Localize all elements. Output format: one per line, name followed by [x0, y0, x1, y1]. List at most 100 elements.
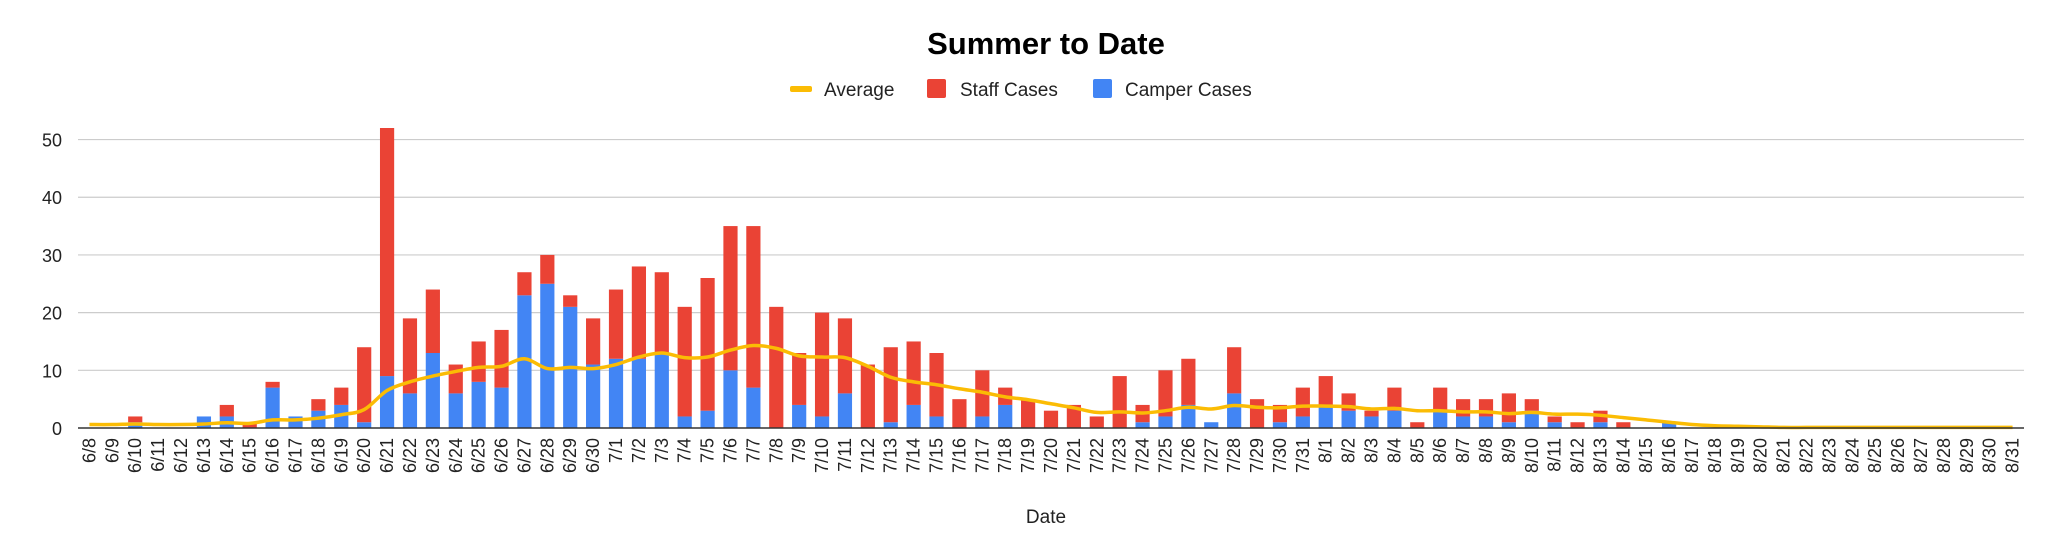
- bar-staff-7-19[interactable]: [1021, 399, 1036, 428]
- bar-camper-6-17[interactable]: [288, 416, 303, 428]
- bar-staff-7-25[interactable]: [1158, 370, 1173, 417]
- bar-camper-7-31[interactable]: [1295, 416, 1310, 428]
- bar-camper-8-16[interactable]: [1662, 422, 1677, 428]
- bar-camper-7-4[interactable]: [677, 416, 692, 428]
- bar-staff-6-16[interactable]: [265, 381, 280, 388]
- bar-staff-8-14[interactable]: [1616, 422, 1631, 428]
- bar-staff-6-19[interactable]: [334, 387, 349, 405]
- bar-camper-7-28[interactable]: [1227, 393, 1242, 428]
- bar-camper-6-21[interactable]: [379, 376, 395, 428]
- bar-staff-7-4[interactable]: [677, 306, 692, 417]
- bar-camper-7-30[interactable]: [1272, 422, 1288, 428]
- bar-camper-7-25[interactable]: [1158, 416, 1173, 428]
- bar-camper-8-3[interactable]: [1364, 416, 1379, 428]
- bar-camper-8-9[interactable]: [1501, 422, 1516, 428]
- bar-camper-7-27[interactable]: [1204, 422, 1219, 428]
- bar-staff-6-20[interactable]: [357, 347, 372, 423]
- bar-staff-6-23[interactable]: [425, 289, 440, 353]
- bar-camper-8-4[interactable]: [1387, 410, 1402, 428]
- bar-camper-8-11[interactable]: [1547, 422, 1562, 428]
- bar-staff-7-22[interactable]: [1089, 416, 1104, 428]
- bar-camper-8-13[interactable]: [1593, 422, 1608, 428]
- bar-staff-7-6[interactable]: [723, 226, 738, 371]
- bar-camper-7-1[interactable]: [608, 358, 624, 428]
- bar-camper-7-10[interactable]: [814, 416, 830, 428]
- bar-staff-7-16[interactable]: [952, 399, 967, 428]
- bar-staff-8-3[interactable]: [1364, 410, 1379, 417]
- bar-camper-6-24[interactable]: [448, 393, 463, 428]
- bar-camper-6-26[interactable]: [494, 387, 509, 428]
- bar-staff-7-23[interactable]: [1112, 376, 1127, 428]
- legend-item-staff-cases[interactable]: Staff Cases: [927, 79, 1058, 101]
- bar-camper-8-8[interactable]: [1478, 416, 1494, 428]
- bar-camper-8-1[interactable]: [1318, 404, 1333, 428]
- bar-camper-7-3[interactable]: [654, 353, 669, 428]
- bar-staff-7-20[interactable]: [1043, 410, 1059, 428]
- bar-staff-8-9[interactable]: [1501, 393, 1516, 423]
- bar-staff-8-5[interactable]: [1410, 422, 1425, 428]
- bar-camper-6-25[interactable]: [471, 381, 486, 428]
- bar-camper-6-20[interactable]: [357, 422, 372, 428]
- bar-camper-7-7[interactable]: [746, 387, 761, 428]
- bar-staff-8-11[interactable]: [1547, 416, 1562, 423]
- bar-staff-7-9[interactable]: [792, 353, 807, 405]
- bar-staff-7-26[interactable]: [1181, 358, 1196, 405]
- bar-staff-7-8[interactable]: [769, 306, 784, 428]
- bar-staff-6-10[interactable]: [128, 416, 143, 423]
- bar-staff-6-22[interactable]: [402, 318, 418, 394]
- bar-camper-8-7[interactable]: [1455, 416, 1471, 428]
- bar-camper-7-6[interactable]: [723, 370, 738, 428]
- bar-staff-7-29[interactable]: [1249, 399, 1265, 428]
- bar-staff-6-28[interactable]: [540, 254, 555, 284]
- bar-camper-7-24[interactable]: [1135, 422, 1150, 428]
- bar-staff-7-12[interactable]: [860, 364, 875, 428]
- bar-camper-7-2[interactable]: [631, 358, 647, 428]
- bar-staff-6-30[interactable]: [586, 318, 601, 365]
- bar-staff-7-21[interactable]: [1066, 404, 1081, 428]
- bar-staff-7-28[interactable]: [1227, 347, 1242, 394]
- bar-staff-7-1[interactable]: [608, 289, 624, 359]
- bar-camper-7-13[interactable]: [883, 422, 898, 428]
- bar-staff-7-3[interactable]: [654, 272, 669, 353]
- bar-camper-6-16[interactable]: [265, 387, 280, 428]
- bar-camper-6-30[interactable]: [586, 364, 601, 428]
- average-series-line[interactable]: [89, 343, 2013, 430]
- bar-camper-7-5[interactable]: [700, 410, 715, 428]
- bar-camper-6-23[interactable]: [425, 353, 440, 428]
- bar-staff-7-13[interactable]: [883, 347, 898, 423]
- legend-item-camper-cases[interactable]: Camper Cases: [1093, 79, 1252, 101]
- bar-staff-6-26[interactable]: [494, 329, 509, 388]
- bar-staff-6-21[interactable]: [379, 128, 395, 377]
- bar-staff-6-25[interactable]: [471, 341, 486, 382]
- bar-camper-6-28[interactable]: [540, 283, 555, 428]
- bar-staff-8-12[interactable]: [1570, 422, 1585, 428]
- bar-staff-8-4[interactable]: [1387, 387, 1402, 411]
- bar-camper-7-14[interactable]: [906, 404, 921, 428]
- bar-camper-8-6[interactable]: [1433, 410, 1448, 428]
- bar-camper-7-9[interactable]: [792, 404, 807, 428]
- bar-camper-8-2[interactable]: [1341, 410, 1356, 428]
- bar-camper-8-10[interactable]: [1524, 410, 1539, 428]
- bar-camper-7-15[interactable]: [929, 416, 944, 428]
- bar-camper-7-17[interactable]: [975, 416, 990, 428]
- bar-camper-7-18[interactable]: [998, 404, 1013, 428]
- bar-staff-8-1[interactable]: [1318, 376, 1333, 405]
- bar-staff-7-14[interactable]: [906, 341, 921, 405]
- bar-camper-6-22[interactable]: [402, 393, 418, 428]
- bar-staff-7-31[interactable]: [1295, 387, 1310, 417]
- bar-staff-8-10[interactable]: [1524, 399, 1539, 411]
- bar-camper-6-27[interactable]: [517, 295, 532, 428]
- bar-staff-6-18[interactable]: [311, 399, 326, 411]
- bar-staff-6-14[interactable]: [219, 404, 234, 417]
- bar-staff-6-27[interactable]: [517, 272, 532, 296]
- bar-staff-7-2[interactable]: [631, 266, 647, 359]
- bar-staff-7-5[interactable]: [700, 278, 715, 411]
- bar-staff-7-7[interactable]: [746, 226, 761, 388]
- bar-camper-7-11[interactable]: [837, 393, 853, 428]
- bar-staff-8-6[interactable]: [1433, 387, 1448, 411]
- legend-item-average[interactable]: Average: [790, 80, 894, 101]
- bar-staff-8-7[interactable]: [1455, 399, 1471, 417]
- bar-staff-6-29[interactable]: [563, 295, 578, 307]
- bar-staff-7-10[interactable]: [814, 312, 830, 417]
- bar-camper-7-26[interactable]: [1181, 404, 1196, 428]
